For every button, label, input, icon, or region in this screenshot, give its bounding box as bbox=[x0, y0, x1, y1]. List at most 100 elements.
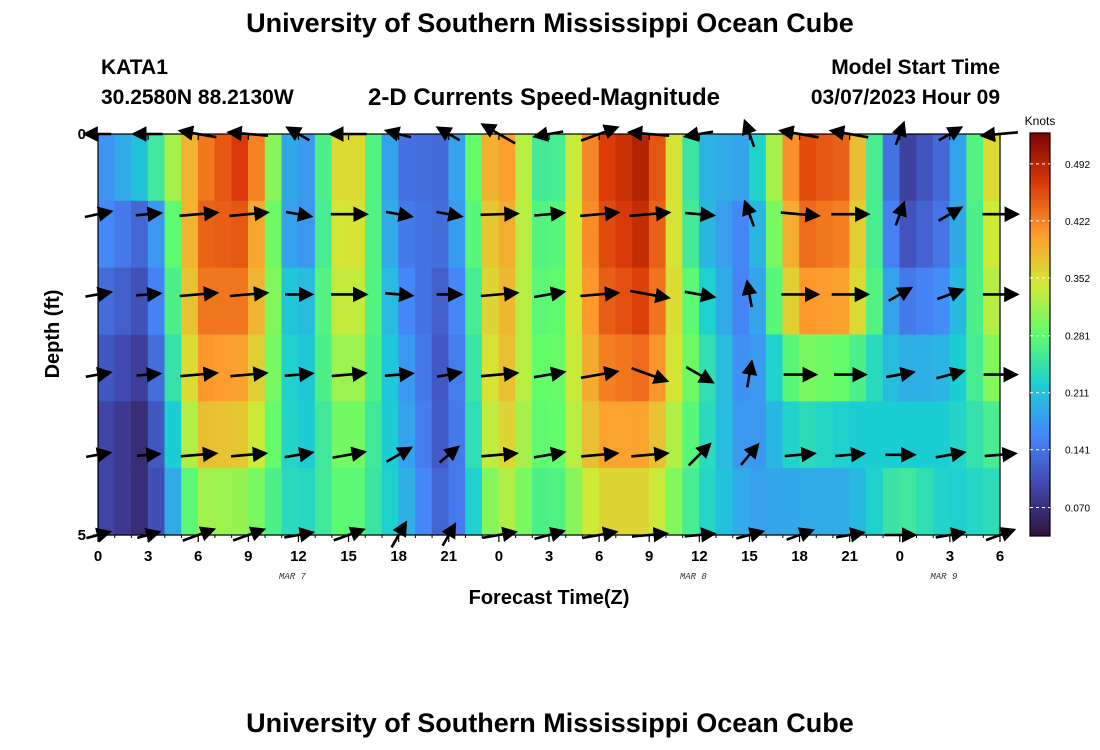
current-arrow bbox=[285, 206, 314, 222]
current-arrow bbox=[331, 366, 368, 383]
heat-cell bbox=[515, 334, 533, 402]
current-arrow bbox=[580, 365, 620, 382]
heat-cell bbox=[799, 401, 817, 469]
heat-cell bbox=[949, 134, 967, 202]
x-tick-label: 12 bbox=[290, 548, 307, 565]
heat-cell bbox=[415, 468, 433, 536]
current-arrow bbox=[135, 206, 164, 223]
heat-cell bbox=[632, 267, 650, 336]
current-arrow bbox=[631, 446, 670, 463]
heat-cell bbox=[715, 468, 734, 536]
heat-cell bbox=[598, 267, 617, 336]
heat-cell bbox=[682, 267, 700, 336]
heat-cell bbox=[949, 334, 967, 402]
heat-cell bbox=[515, 468, 533, 536]
heat-cell bbox=[314, 200, 333, 269]
heat-cell bbox=[364, 468, 383, 536]
x-tick-label: 12 bbox=[691, 548, 708, 565]
heat-cell bbox=[415, 134, 433, 202]
heat-cell bbox=[364, 334, 383, 402]
heat-cell bbox=[264, 200, 283, 269]
heat-cell bbox=[431, 267, 450, 336]
heat-cell bbox=[481, 134, 500, 202]
heat-cell bbox=[815, 134, 834, 202]
heat-cell bbox=[932, 200, 951, 269]
heat-cell bbox=[582, 200, 600, 269]
heat-cell bbox=[665, 200, 683, 269]
heat-cell bbox=[398, 134, 416, 202]
heat-cell bbox=[665, 334, 683, 402]
heat-cell bbox=[214, 267, 232, 336]
heat-cell bbox=[648, 401, 667, 469]
heat-cell bbox=[966, 468, 984, 536]
heat-cell bbox=[932, 334, 951, 402]
heat-cell bbox=[782, 134, 800, 202]
current-arrow bbox=[229, 286, 270, 302]
heat-cell bbox=[498, 267, 516, 336]
heatmap-cells bbox=[97, 134, 1001, 536]
heat-cell bbox=[214, 134, 232, 202]
current-arrow bbox=[480, 286, 520, 302]
heat-cell bbox=[966, 200, 984, 269]
current-arrow bbox=[936, 286, 965, 302]
current-arrow bbox=[332, 446, 368, 462]
colorbar-tick-label: 0.422 bbox=[1065, 217, 1090, 228]
heat-cell bbox=[197, 334, 216, 402]
heat-cell bbox=[949, 267, 967, 336]
heat-cell bbox=[331, 267, 349, 336]
heat-cell bbox=[131, 468, 149, 536]
heat-cell bbox=[632, 468, 650, 536]
heat-cell bbox=[582, 334, 600, 402]
heat-cell bbox=[916, 334, 934, 402]
heat-cell bbox=[949, 401, 967, 469]
current-arrow bbox=[684, 287, 717, 303]
colorbar-tick-label: 0.211 bbox=[1065, 389, 1090, 400]
current-arrow bbox=[436, 206, 464, 222]
heat-cell bbox=[765, 134, 784, 202]
heat-cell bbox=[331, 200, 349, 269]
heat-cell bbox=[699, 401, 717, 469]
heat-cell bbox=[782, 267, 800, 336]
heat-cell bbox=[548, 401, 566, 469]
heat-cell bbox=[498, 200, 516, 269]
heat-cell bbox=[448, 468, 466, 536]
heat-cell bbox=[398, 267, 416, 336]
heat-cell bbox=[381, 134, 399, 202]
page-title: University of Southern Mississippi Ocean… bbox=[246, 8, 854, 38]
heat-cell bbox=[815, 200, 834, 269]
heat-cell bbox=[231, 200, 249, 269]
heat-cell bbox=[515, 267, 533, 336]
current-arrow bbox=[284, 446, 315, 463]
heat-cell bbox=[264, 468, 283, 536]
heat-cell bbox=[682, 468, 700, 536]
heat-cell bbox=[532, 401, 550, 469]
heat-cell bbox=[532, 267, 550, 336]
heat-cell bbox=[983, 334, 1001, 402]
heat-cell bbox=[498, 468, 516, 536]
heat-cell bbox=[231, 134, 249, 202]
heat-cell bbox=[632, 134, 650, 202]
heat-cell bbox=[197, 200, 216, 269]
heat-cell bbox=[665, 401, 683, 469]
heat-cell bbox=[398, 200, 416, 269]
heat-cell bbox=[682, 200, 700, 269]
heat-cell bbox=[916, 200, 934, 269]
heat-cell bbox=[983, 267, 1001, 336]
heat-cell bbox=[815, 468, 834, 536]
y-axis: 05 bbox=[78, 126, 98, 544]
heat-cell bbox=[331, 468, 349, 536]
x-tick-label: 3 bbox=[946, 548, 954, 565]
heat-cell bbox=[398, 468, 416, 536]
current-arrow bbox=[685, 365, 715, 384]
heat-cell bbox=[348, 401, 366, 469]
heat-cell bbox=[532, 134, 550, 202]
heat-cell bbox=[147, 267, 166, 336]
colorbar-tick-label: 0.070 bbox=[1065, 504, 1090, 515]
heat-cell bbox=[648, 334, 667, 402]
heat-cell bbox=[281, 401, 299, 469]
current-arrow bbox=[136, 447, 162, 463]
heat-cell bbox=[682, 334, 700, 402]
x-tick-label: 15 bbox=[340, 548, 357, 565]
heat-cell bbox=[866, 468, 884, 536]
current-arrow bbox=[229, 205, 270, 222]
